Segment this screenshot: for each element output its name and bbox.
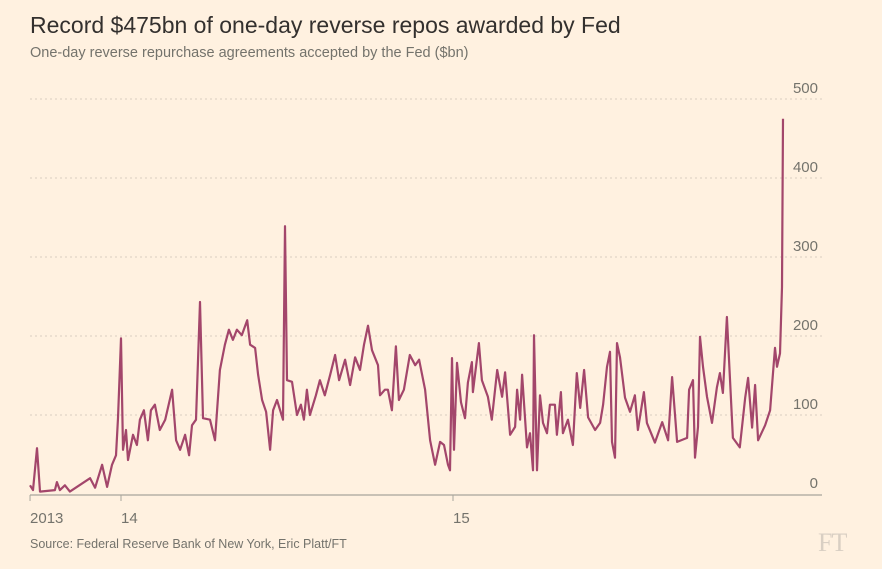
series-line	[29, 118, 785, 493]
y-tick-label: 400	[793, 159, 818, 176]
x-tick-label: 2013	[30, 510, 63, 527]
y-axis: 0 100 200 300 400 500	[793, 80, 818, 492]
y-tick-label: 0	[810, 475, 818, 492]
gridlines	[30, 98, 822, 416]
x-tick-label: 15	[453, 510, 470, 527]
chart-subtitle: One-day reverse repurchase agreements ac…	[30, 45, 469, 61]
x-tick-label: 14	[121, 510, 138, 527]
y-tick-label: 300	[793, 238, 818, 255]
chart-title: Record $475bn of one-day reverse repos a…	[30, 12, 621, 38]
y-tick-label: 200	[793, 317, 818, 334]
y-tick-label: 100	[793, 396, 818, 413]
ft-logo: FT	[818, 528, 847, 557]
x-axis: 2013 14 15	[29, 494, 822, 527]
source-note: Source: Federal Reserve Bank of New York…	[30, 537, 347, 551]
y-tick-label: 500	[793, 80, 818, 97]
